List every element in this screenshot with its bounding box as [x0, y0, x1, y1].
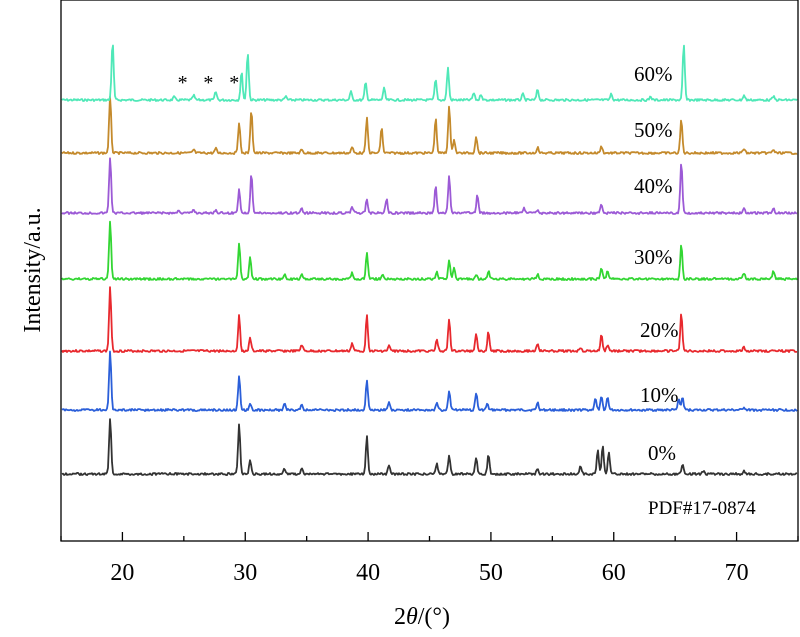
y-axis-title: Intensity/a.u. [20, 207, 46, 332]
x-axis-title: 2θ/(°) [394, 604, 450, 630]
x-axis-title-part-1: 2 [394, 604, 406, 630]
series-line-50pct [61, 95, 798, 156]
series-label-50pct: 50% [634, 118, 673, 142]
series-line-0pct [61, 418, 798, 477]
reference-label: PDF#17-0874 [648, 498, 756, 519]
series-label-30pct: 30% [634, 245, 673, 269]
x-tick-label-40: 40 [356, 560, 380, 586]
impurity-marker-2: * [203, 72, 213, 94]
series-line-30pct [61, 220, 798, 282]
plot-frame [60, 0, 799, 542]
series-label-20pct: 20% [640, 318, 679, 342]
x-tick-label-60: 60 [602, 560, 626, 586]
series-layer [61, 44, 798, 477]
x-axis-title-part-3: /(°) [418, 604, 450, 630]
series-line-10pct [61, 350, 798, 413]
tick-layer: 20 30 40 50 60 70 [60, 532, 799, 586]
x-tick-label-20: 20 [110, 560, 134, 586]
series-label-10pct: 10% [640, 383, 679, 407]
series-line-40pct [61, 157, 798, 216]
series-line-20pct [61, 286, 797, 354]
series-line-60pct [61, 44, 798, 102]
x-tick-label-70: 70 [725, 560, 749, 586]
x-tick-label-30: 30 [233, 560, 257, 586]
label-layer: 0% 10% 20% 30% 40% 50% 60% * * * [178, 62, 679, 465]
series-label-40pct: 40% [634, 174, 673, 198]
series-label-0pct: 0% [648, 441, 676, 465]
impurity-marker-3: * [229, 72, 239, 94]
series-label-60pct: 60% [634, 62, 673, 86]
impurity-marker-1: * [178, 72, 188, 94]
x-axis-title-theta: θ [406, 604, 418, 630]
x-tick-label-50: 50 [479, 560, 503, 586]
